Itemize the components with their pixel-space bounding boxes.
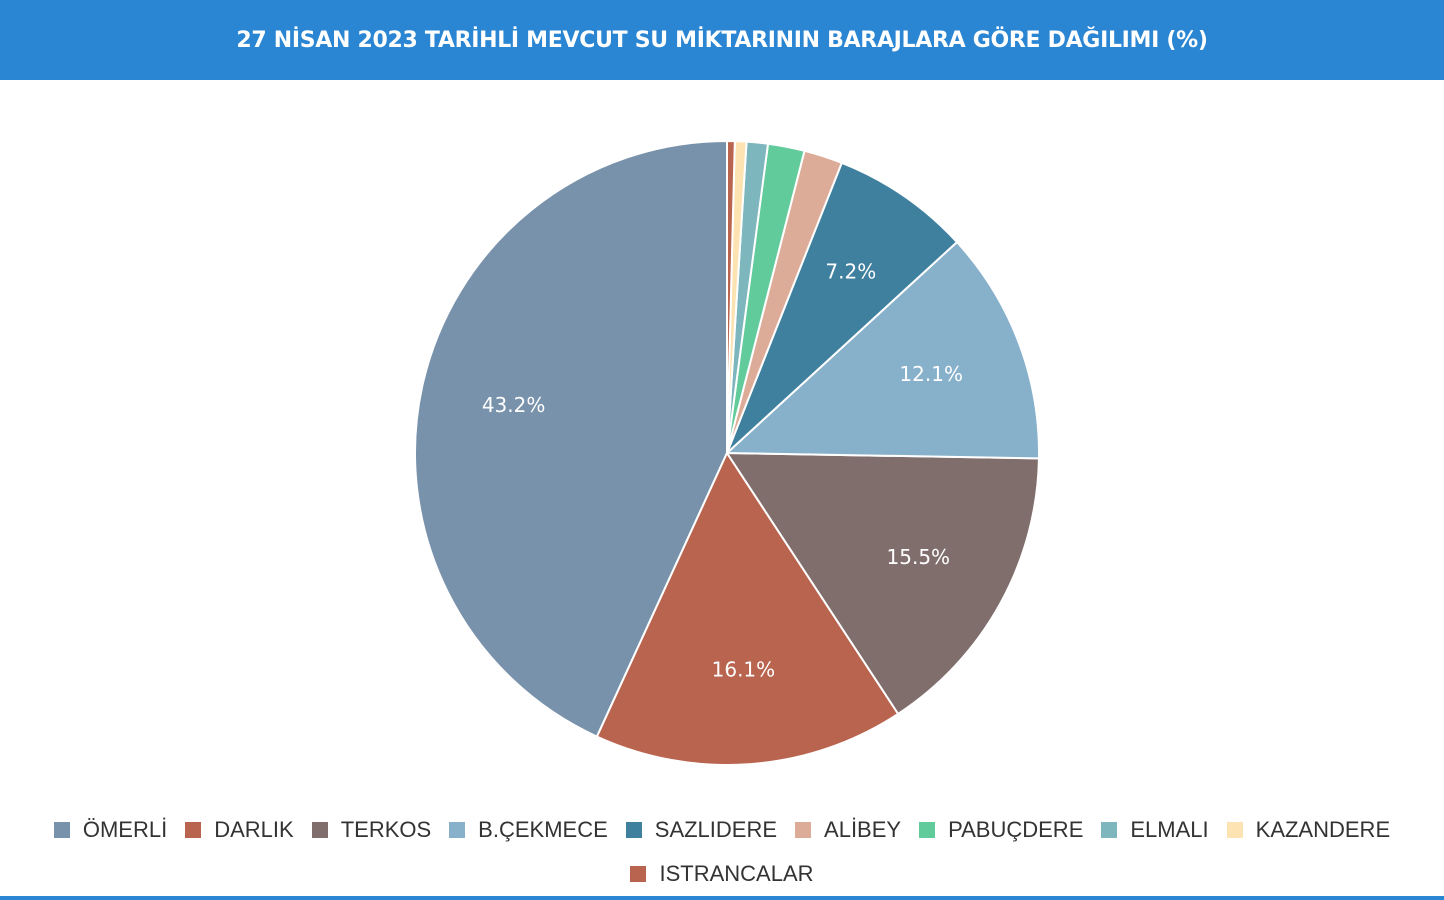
legend-label: SAZLIDERE xyxy=(654,817,778,842)
pie-chart: 43.2% 16.1% 15.5% 12.1% 7.2% xyxy=(414,140,1040,766)
legend-label: TERKOS xyxy=(340,817,432,842)
legend-label: ELMALI xyxy=(1130,817,1209,842)
slice-data-label: 12.1% xyxy=(899,362,963,386)
legend-label: ISTRANCALAR xyxy=(659,861,814,886)
legend-item-sazlidere[interactable]: SAZLIDERE xyxy=(625,817,778,842)
pie-slice-sazlidere[interactable] xyxy=(726,161,958,454)
legend-swatch xyxy=(449,822,466,838)
legend-swatch xyxy=(630,866,647,882)
legend-swatch xyxy=(311,822,328,838)
legend-item-darlik[interactable]: DARLIK xyxy=(185,817,294,842)
pie-slice--merli-[interactable] xyxy=(414,140,728,738)
chart-header: 27 NİSAN 2023 TARİHLİ MEVCUT SU MİKTARIN… xyxy=(0,0,1444,80)
legend-label: ALİBEY xyxy=(824,817,902,842)
legend-label: KAZANDERE xyxy=(1255,817,1391,842)
legend-label: B.ÇEKMECE xyxy=(478,817,608,842)
legend-swatch xyxy=(1101,822,1118,838)
chart-title: 27 NİSAN 2023 TARİHLİ MEVCUT SU MİKTARIN… xyxy=(236,27,1208,53)
pie-slice-b-ekmece[interactable] xyxy=(726,241,1040,460)
legend-label: ÖMERLİ xyxy=(82,817,168,842)
legend-swatch xyxy=(795,822,812,838)
legend-item-terkos[interactable]: TERKOS xyxy=(311,817,432,842)
pie-slice-darlik[interactable] xyxy=(595,452,900,766)
slice-data-label: 7.2% xyxy=(825,260,876,284)
legend-swatch xyxy=(625,822,642,838)
legend-label: DARLIK xyxy=(214,817,294,842)
pie-slice-terkos[interactable] xyxy=(726,452,1040,715)
legend-swatch xyxy=(1226,822,1243,838)
legend-swatch xyxy=(53,822,70,838)
legend-item--merli-[interactable]: ÖMERLİ xyxy=(53,817,168,842)
legend-item-istrancalar[interactable]: ISTRANCALAR xyxy=(630,861,814,886)
legend-item-b-ekmece[interactable]: B.ÇEKMECE xyxy=(449,817,608,842)
legend-item-ali-bey[interactable]: ALİBEY xyxy=(795,817,902,842)
legend-item-elmali[interactable]: ELMALI xyxy=(1101,817,1209,842)
slice-data-label: 15.5% xyxy=(887,545,951,569)
pie-slice-istrancalar[interactable] xyxy=(726,140,736,454)
legend-item-kazandere[interactable]: KAZANDERE xyxy=(1226,817,1391,842)
slice-data-label: 16.1% xyxy=(712,657,776,681)
legend-swatch xyxy=(185,822,202,838)
bottom-border xyxy=(0,896,1444,900)
chart-legend: ÖMERLİ DARLIK TERKOS B.ÇEKMECE SAZLIDERE ALİB… xyxy=(20,817,1424,886)
chart-area: 43.2% 16.1% 15.5% 12.1% 7.2% ÖMERLİ DARLIK TER… xyxy=(0,80,1444,900)
slice-data-label: 43.2% xyxy=(482,393,546,417)
legend-swatch xyxy=(919,822,936,838)
legend-item-pabu-dere[interactable]: PABUÇDERE xyxy=(919,817,1084,842)
legend-label: PABUÇDERE xyxy=(948,817,1084,842)
